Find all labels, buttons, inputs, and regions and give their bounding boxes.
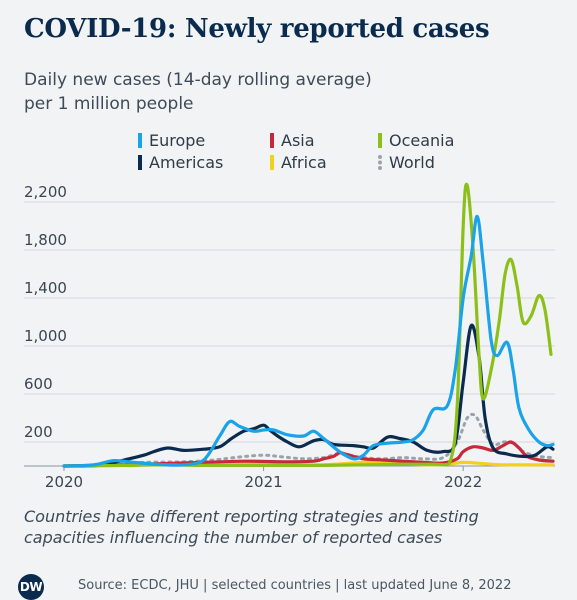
legend-swatch-americas (138, 155, 142, 170)
legend-label-europe: Europe (149, 131, 206, 150)
legend-item-americas: Americas (138, 153, 223, 172)
y-tick-label: 2,200 (24, 183, 67, 201)
legend-label-africa: Africa (281, 153, 327, 172)
series-lines (62, 182, 555, 468)
dw-logo: DW (18, 574, 44, 600)
legend-label-oceania: Oceania (389, 131, 455, 150)
series-line-world (62, 412, 555, 468)
chart-note: Countries have different reporting strat… (24, 506, 554, 548)
y-tick-label: 1,400 (24, 279, 67, 297)
subtitle-line-2: per 1 million people (24, 94, 194, 114)
note-line-2: capacities influencing the number of rep… (24, 528, 443, 547)
footer: DW Source: ECDC, JHU | selected countrie… (18, 572, 512, 600)
legend-item-oceania: Oceania (378, 131, 454, 150)
x-tick-label: 2021 (244, 473, 282, 491)
series-line-oceania (62, 182, 553, 468)
line-chart: 200 600 1,000 1,400 1,800 2,200 2020 2021 2022 (24, 182, 555, 491)
chart-subtitle: Daily new cases (14-day rolling average)… (24, 68, 544, 116)
note-line-1: Countries have different reporting strat… (24, 507, 479, 526)
y-tick-label: 1,000 (24, 327, 67, 345)
legend-item-world: World (378, 153, 435, 172)
x-tick-label: 2020 (45, 473, 83, 491)
legend-item-asia: Asia (270, 131, 315, 150)
chart-legend: Europe Americas Asia Africa Oceania Worl… (138, 131, 518, 179)
series-line-asia (62, 440, 555, 468)
source-text: Source: ECDC, JHU | selected countries |… (78, 577, 512, 593)
subtitle-line-1: Daily new cases (14-day rolling average) (24, 70, 372, 90)
y-tick-label: 200 (24, 423, 53, 441)
legend-swatch-europe (138, 133, 142, 148)
legend-swatch-africa (270, 155, 274, 170)
chart-title: COVID-19: Newly reported cases (24, 14, 490, 44)
legend-swatch-world (378, 155, 382, 170)
y-tick-label: 600 (24, 375, 53, 393)
legend-swatch-oceania (378, 133, 382, 148)
legend-item-africa: Africa (270, 153, 327, 172)
legend-swatch-asia (270, 133, 274, 148)
legend-label-world: World (389, 153, 435, 172)
legend-label-americas: Americas (149, 153, 224, 172)
series-line-europe (62, 214, 555, 468)
y-tick-label: 1,800 (24, 231, 67, 249)
legend-label-asia: Asia (281, 131, 315, 150)
x-tick-label: 2022 (444, 473, 482, 491)
axis-ticks: 200 600 1,000 1,400 1,800 2,200 2020 2021 2022 (24, 183, 482, 491)
legend-item-europe: Europe (138, 131, 205, 150)
